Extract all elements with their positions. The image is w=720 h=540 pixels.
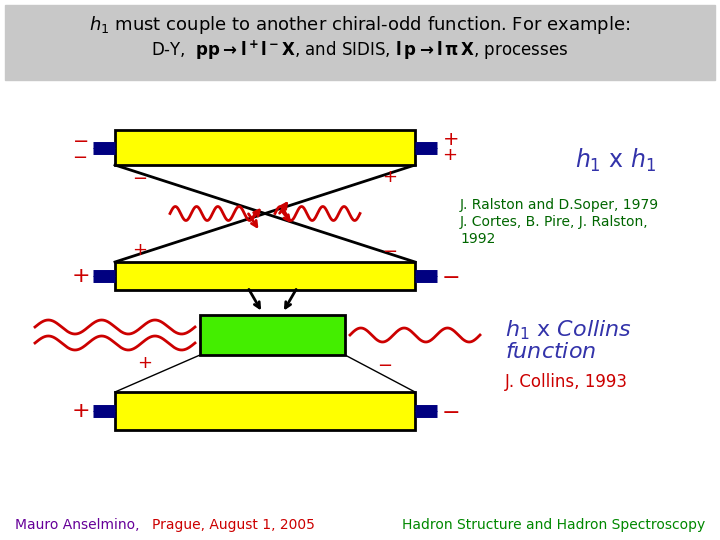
Text: Hadron Structure and Hadron Spectroscopy: Hadron Structure and Hadron Spectroscopy [402,518,705,532]
Bar [200,315,345,355]
Text: $-$: $-$ [72,130,88,149]
Text: $+$: $+$ [442,130,458,149]
Text: $\it{h}_1$ x $\it{h}_1$: $\it{h}_1$ x $\it{h}_1$ [575,146,656,173]
Text: $+$: $+$ [138,354,153,373]
Text: $-$: $-$ [132,168,148,186]
Text: J. Cortes, B. Pire, J. Ralston,: J. Cortes, B. Pire, J. Ralston, [460,215,649,229]
Text: $-$: $-$ [441,401,459,421]
Bar [115,130,415,165]
Text: 1992: 1992 [460,232,495,246]
Bar [5,5,715,80]
Bar [115,392,415,430]
Bar [115,262,415,290]
Text: $+$: $+$ [442,146,458,165]
Text: $-$: $-$ [377,354,392,373]
Text: $\it{h}_1$ x $\it{Collins}$: $\it{h}_1$ x $\it{Collins}$ [505,318,632,342]
Text: $-$: $-$ [382,241,397,259]
Text: $+$: $+$ [71,401,89,421]
Text: $-$: $-$ [441,266,459,286]
Text: $\it{function}$: $\it{function}$ [505,342,596,362]
Text: Prague, August 1, 2005: Prague, August 1, 2005 [152,518,315,532]
Text: Mauro Anselmino,: Mauro Anselmino, [15,518,144,532]
Text: J. Ralston and D.Soper, 1979: J. Ralston and D.Soper, 1979 [460,198,659,212]
Text: D-Y,  $\bf{pp \rightarrow l^+l^- X}$, and SIDIS, $\bf{l\,p \rightarrow l\,\pi\,X: D-Y, $\bf{pp \rightarrow l^+l^- X}$, and… [151,38,569,62]
Text: $\it{h}_1$ must couple to another chiral-odd function. For example:: $\it{h}_1$ must couple to another chiral… [89,14,631,36]
Text: $+$: $+$ [71,266,89,286]
Text: $+$: $+$ [132,241,148,259]
Text: $+$: $+$ [382,168,397,186]
Text: $-$: $-$ [73,146,88,165]
Text: J. Collins, 1993: J. Collins, 1993 [505,373,628,391]
